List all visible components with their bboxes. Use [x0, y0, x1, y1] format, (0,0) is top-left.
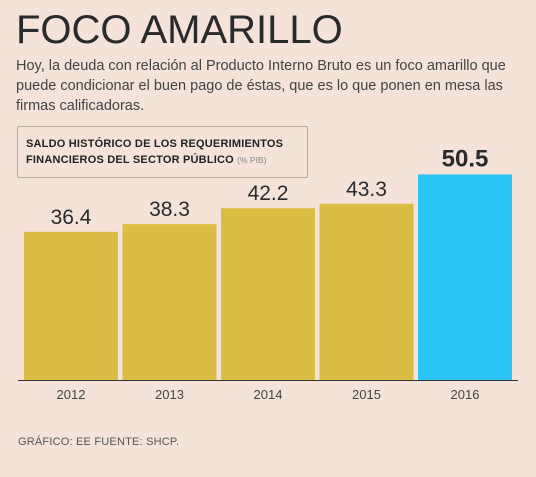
value-label-2015: 43.3 [346, 178, 387, 201]
bar-2014 [221, 208, 315, 380]
chart-title-line2: FINANCIEROS DEL SECTOR PÚBLICO [26, 154, 234, 166]
source-footer: GRÁFICO: EE FUENTE: SHCP. [18, 436, 180, 448]
value-label-2014: 42.2 [248, 182, 289, 205]
value-label-2016: 50.5 [442, 145, 489, 172]
x-tick-label-2013: 2013 [155, 387, 184, 402]
chart-title-line1: SALDO HISTÓRICO DE LOS REQUERIMIENTOS [26, 138, 284, 150]
x-tick-label-2016: 2016 [451, 387, 480, 402]
bar-2016 [418, 174, 512, 380]
deck-text: Hoy, la deuda con relación al Producto I… [16, 58, 506, 114]
chart-unit: (% PIB) [237, 155, 267, 165]
x-tick-label-2014: 2014 [254, 387, 283, 402]
headline: FOCO AMARILLO [16, 8, 343, 52]
bar-2015 [319, 203, 414, 380]
chart-title-box: SALDO HISTÓRICO DE LOS REQUERIMIENTOS FI… [17, 126, 308, 178]
value-label-2013: 38.3 [149, 198, 190, 221]
x-tick-label-2015: 2015 [352, 387, 381, 402]
bar-2012 [24, 231, 118, 380]
value-label-2012: 36.4 [51, 206, 92, 229]
x-tick-label-2012: 2012 [57, 387, 86, 402]
bar-2013 [122, 224, 217, 380]
chart-title: SALDO HISTÓRICO DE LOS REQUERIMIENTOS FI… [26, 136, 306, 168]
